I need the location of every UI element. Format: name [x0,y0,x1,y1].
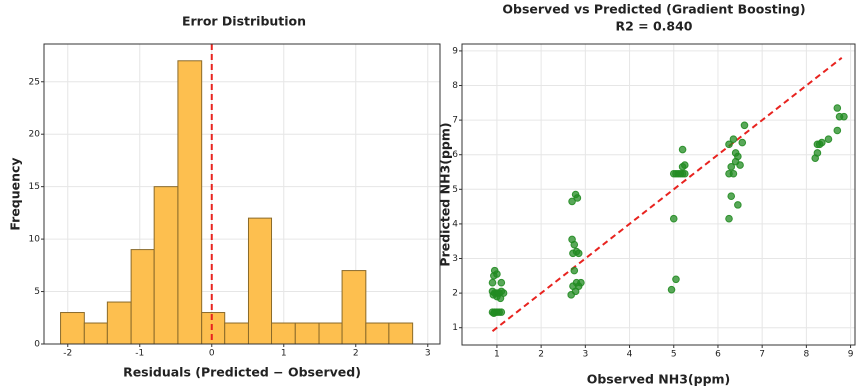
y-tick-label: 10 [29,235,41,245]
y-tick-label: 5 [452,185,458,195]
point [725,214,733,223]
point [571,287,580,296]
y-tick-label: 5 [34,287,40,297]
bar [247,217,273,345]
x-tick-label: 3 [425,349,431,359]
point [824,135,833,143]
y-tick-label: 25 [29,77,40,87]
point [570,266,579,275]
plot-area [44,44,440,344]
x-tick-label: 8 [804,350,810,360]
point [497,278,506,287]
point [729,169,738,178]
point [497,308,506,316]
y-tick-label: 2 [452,289,458,299]
point [840,112,848,121]
chart-title: Observed vs Predicted (Gradient Boosting… [502,2,805,17]
y-tick-label: 20 [29,130,41,140]
x-tick-label: 4 [627,350,633,360]
chart-subtitle: R2 = 0.840 [615,19,692,34]
identity-line [491,57,843,332]
y-tick-label: 4 [452,219,458,229]
bar [294,322,320,345]
chart-title: Error Distribution [182,14,306,29]
y-tick-label: 1 [452,323,458,333]
x-tick-label: 6 [715,350,721,360]
y-tick-label: 6 [452,150,458,160]
y-tick-label: 0 [34,340,40,350]
point [731,149,740,157]
point [736,161,744,169]
x-axis-label: Residuals (Predicted − Observed) [123,365,361,380]
bar [341,270,367,345]
x-tick-label: 1 [494,350,500,360]
bar [177,60,203,345]
point [681,161,689,169]
y-axis-label: Predicted NH3(ppm) [438,122,453,266]
point [678,145,687,154]
bar [318,322,343,345]
point [725,140,733,149]
point [833,126,842,135]
y-tick-label: 9 [452,46,458,56]
point [738,138,747,147]
point [570,240,579,249]
bar [388,322,414,345]
point [568,197,576,206]
x-tick-label: 9 [848,350,854,360]
y-tick-label: 15 [29,182,40,192]
bar [60,312,85,345]
bar [224,322,249,345]
x-tick-label: 2 [353,349,359,359]
point [727,163,736,171]
point [488,278,497,287]
point [667,285,676,294]
y-tick-label: 3 [452,254,458,264]
point [490,309,498,317]
point [681,169,689,178]
point [727,192,736,201]
bar [106,301,132,345]
y-tick-label: 7 [452,116,458,126]
point [672,275,680,284]
bar [153,186,179,345]
x-tick-label: 3 [582,350,588,360]
point [729,135,738,143]
x-tick-label: 1 [281,349,287,359]
point [574,249,583,258]
point [493,270,501,278]
bar [83,322,108,345]
x-tick-label: -1 [135,349,144,359]
y-axis-label: Frequency [8,157,23,230]
plot-frame [43,43,441,345]
point [813,149,822,157]
bar [271,322,296,345]
bar [130,249,155,345]
point [833,104,842,112]
point [669,214,678,223]
point [573,194,582,202]
x-axis-label: Observed NH3(ppm) [587,372,731,387]
bar [201,312,226,345]
point [499,289,508,297]
x-tick-label: 5 [671,350,677,360]
y-tick-label: 8 [452,81,458,91]
x-tick-label: 7 [759,350,765,360]
plot-area [462,44,855,345]
bar [365,322,390,345]
x-tick-label: 0 [209,349,215,359]
point [734,201,742,209]
x-tick-label: 2 [538,350,544,360]
plot-frame [461,43,856,346]
point [740,121,749,130]
x-tick-label: -2 [63,349,72,359]
point [818,138,826,147]
